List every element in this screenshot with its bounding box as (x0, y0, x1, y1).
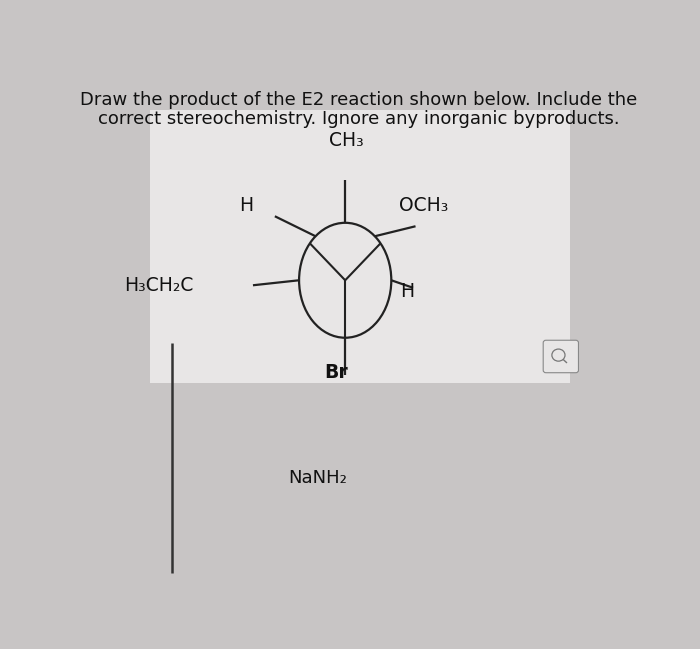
Bar (150, 110, 570, 383)
Text: CH₃: CH₃ (330, 131, 364, 151)
FancyBboxPatch shape (543, 340, 578, 373)
Text: H: H (400, 282, 414, 300)
Text: Br: Br (324, 363, 348, 382)
Text: correct stereochemistry. Ignore any inorganic byproducts.: correct stereochemistry. Ignore any inor… (98, 110, 620, 128)
Text: H₃CH₂C: H₃CH₂C (124, 276, 193, 295)
Text: OCH₃: OCH₃ (400, 196, 449, 215)
Text: H: H (239, 196, 253, 215)
Text: NaNH₂: NaNH₂ (288, 469, 347, 487)
Text: Draw the product of the E2 reaction shown below. Include the: Draw the product of the E2 reaction show… (80, 92, 638, 110)
